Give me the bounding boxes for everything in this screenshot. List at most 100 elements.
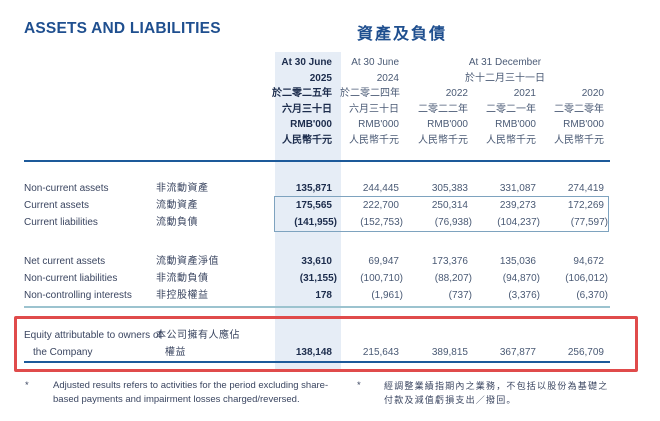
- header-line: 2022: [445, 88, 468, 99]
- cell-2021: 331,087: [499, 183, 536, 194]
- footnote-en: Adjusted results refers to activities fo…: [53, 379, 343, 407]
- cell-2020: (106,012): [565, 273, 608, 284]
- section-rule: [24, 306, 610, 308]
- cell-2021: 135,036: [499, 256, 536, 267]
- header-line: 2024: [376, 72, 399, 84]
- column-header-2025: At 30 June 2025 於二零二五年 六月三十日 RMB'000 人民幣…: [270, 55, 332, 149]
- cell-2020: 172,269: [567, 200, 604, 211]
- row-label-en: Current liabilities: [24, 217, 98, 228]
- cell-2021: 239,273: [499, 200, 536, 211]
- column-header-2020: 2020 二零二零年 RMB'000 人民幣千元: [546, 86, 604, 148]
- header-line: At 31 December: [468, 57, 542, 68]
- cell-2025: 135,871: [295, 183, 332, 194]
- header-line: 人民幣千元: [486, 134, 536, 146]
- table-row-non-current-assets: Non-current assets 非流動資產 135,871 244,445…: [0, 180, 660, 197]
- row-label-zh: 流動資產: [156, 200, 198, 211]
- cell-2021: (94,870): [502, 273, 540, 284]
- group-header-31-december: At 31 December 於十二月三十一日: [430, 55, 580, 86]
- footnote-marker-en: *: [25, 380, 29, 391]
- header-rule: [24, 160, 342, 162]
- row-label-en: Non-current assets: [24, 183, 109, 194]
- annotation-box: [14, 316, 638, 372]
- row-label-en: Non-controlling interests: [24, 290, 132, 301]
- cell-2021: (104,237): [497, 217, 540, 228]
- cell-2022: 173,376: [431, 256, 468, 267]
- cell-2025: 33,610: [301, 256, 332, 267]
- bottom-rule: [24, 361, 610, 363]
- header-line: RMB'000: [290, 119, 332, 131]
- column-header-2021: 2021 二零二一年 RMB'000 人民幣千元: [478, 86, 536, 148]
- footnote-line: based payments and impairment losses cha…: [53, 394, 300, 405]
- header-line: RMB'000: [427, 119, 468, 131]
- table-row-equity-line1: Equity attributable to owners of 本公司擁有人應…: [0, 327, 660, 344]
- footnote-line: 付款及減值虧損支出／撥回。: [384, 395, 517, 405]
- header-line: At 30 June: [351, 57, 399, 68]
- header-line: 人民幣千元: [282, 134, 332, 146]
- header-line: 於二零二四年: [340, 88, 400, 100]
- page-title-en: ASSETS AND LIABILITIES: [24, 20, 221, 37]
- cell-2021: (3,376): [508, 290, 540, 301]
- cell-2024: (1,961): [371, 290, 403, 301]
- cell-2020: (6,370): [576, 290, 608, 301]
- row-label-zh: 流動負債: [156, 217, 198, 228]
- cell-2022: (737): [448, 290, 472, 301]
- row-label-zh: 非控股權益: [156, 290, 209, 301]
- row-label-zh: 非流動負債: [156, 273, 209, 284]
- table-row-net-current-assets: Net current assets 流動資產淨值 33,610 69,947 …: [0, 253, 660, 270]
- header-line: RMB'000: [495, 119, 536, 131]
- row-label-zh: 權益: [165, 347, 186, 358]
- row-label-en: Equity attributable to owners of: [24, 330, 162, 341]
- row-label-en: Net current assets: [24, 256, 106, 267]
- header-line: 六月三十日: [349, 103, 399, 115]
- cell-2020: 274,419: [567, 183, 604, 194]
- cell-2024: 222,700: [362, 200, 399, 211]
- cell-2024: (152,753): [360, 217, 403, 228]
- header-rule-right: [342, 160, 610, 162]
- header-line: 人民幣千元: [349, 134, 399, 146]
- header-line: 人民幣千元: [418, 134, 468, 146]
- row-label-zh: 流動資產淨值: [156, 256, 219, 267]
- cell-2025: 178: [315, 290, 332, 301]
- cell-2021: 367,877: [499, 347, 536, 358]
- cell-2020: 256,709: [567, 347, 604, 358]
- header-line: 2021: [513, 88, 536, 99]
- header-line: 於二零二五年: [272, 88, 332, 100]
- header-line: 於十二月三十一日: [465, 72, 545, 84]
- header-line: 二零二零年: [554, 103, 604, 115]
- cell-2024: 69,947: [368, 256, 399, 267]
- row-label-en: the Company: [33, 347, 93, 358]
- cell-2024: (100,710): [360, 273, 403, 284]
- header-line: 二零二二年: [418, 103, 468, 115]
- footnote-marker-zh: *: [357, 380, 361, 391]
- header-line: 2020: [581, 88, 604, 99]
- cell-2025: 175,565: [295, 200, 332, 211]
- table-row-equity: the Company 權益 138,148 215,643 389,815 3…: [0, 344, 660, 361]
- cell-2020: 94,672: [573, 256, 604, 267]
- cell-2024: 244,445: [362, 183, 399, 194]
- footnote-zh: 經調整業績指期內之業務，不包括以股份為基礎之 付款及減值虧損支出／撥回。: [384, 379, 614, 407]
- table-row-non-current-liabilities: Non-current liabilities 非流動負債 (31,155) (…: [0, 270, 660, 287]
- footnote-line: 經調整業績指期內之業務，不包括以股份為基礎之: [384, 381, 609, 391]
- footnote-line: Adjusted results refers to activities fo…: [53, 380, 329, 391]
- header-line: 六月三十日: [282, 103, 332, 115]
- column-header-2024: At 30 June 2024 於二零二四年 六月三十日 RMB'000 人民幣…: [340, 55, 400, 149]
- cell-2022: (88,207): [434, 273, 472, 284]
- cell-2024: 215,643: [362, 347, 399, 358]
- cell-2025: (141,955): [294, 217, 337, 228]
- cell-2025: 138,148: [295, 347, 332, 358]
- page-title-zh: 資產及負債: [357, 24, 448, 43]
- cell-2025: (31,155): [299, 273, 337, 284]
- header-line: 2025: [309, 72, 332, 84]
- table-row-current-assets: Current assets 流動資產 175,565 222,700 250,…: [0, 197, 660, 214]
- cell-2022: (76,938): [434, 217, 472, 228]
- header-line: 人民幣千元: [554, 134, 604, 146]
- row-label-en: Current assets: [24, 200, 90, 211]
- cell-2022: 250,314: [431, 200, 468, 211]
- cell-2022: 305,383: [431, 183, 468, 194]
- header-line: RMB'000: [563, 119, 604, 131]
- header-line: At 30 June: [281, 57, 332, 68]
- header-line: RMB'000: [358, 119, 399, 131]
- column-header-2022: 2022 二零二二年 RMB'000 人民幣千元: [410, 86, 468, 148]
- row-label-en: Non-current liabilities: [24, 273, 118, 284]
- cell-2022: 389,815: [431, 347, 468, 358]
